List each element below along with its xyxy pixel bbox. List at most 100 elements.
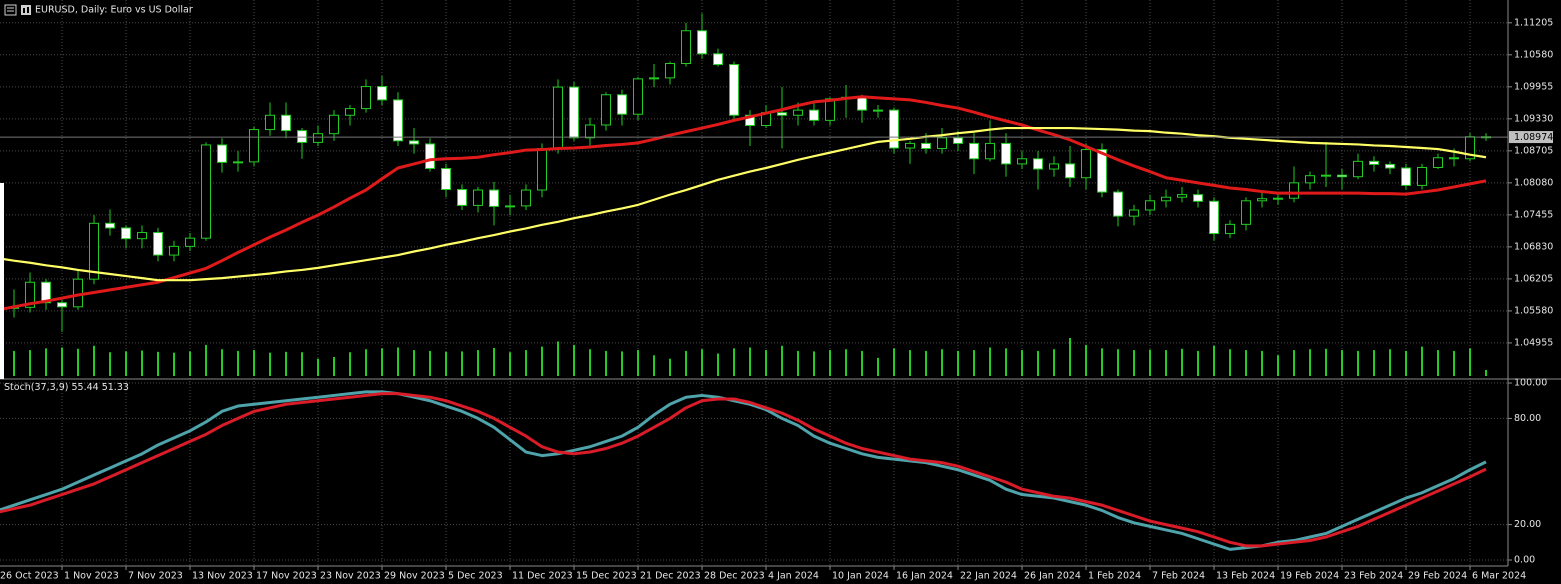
candle-body [713,53,723,66]
candle-body [41,281,51,304]
candle-body [601,94,611,126]
candle-body [585,124,595,139]
icon-bar [27,7,29,13]
x-tick-label: 17 Nov 2023 [256,571,317,582]
x-tick-label: 28 Dec 2023 [704,571,765,582]
current-price-box [1509,131,1553,144]
marks-layer [0,13,1508,551]
y-tick-label: 1.10580 [1514,49,1553,60]
indicator-main-value: 55.44 [71,382,98,393]
candle-body [1145,200,1155,211]
candle-body [121,227,131,240]
candle-body [1129,209,1139,217]
candle-body [617,94,627,115]
candle-body [393,99,403,142]
candle-body [409,140,419,145]
candle-body [649,77,659,80]
candle-body [1273,197,1283,200]
indicator-title: Stoch(37,3,9) [4,382,68,393]
candle-body [521,189,531,207]
candle-body [425,143,435,170]
candle-body [1257,198,1267,202]
x-tick-label: 7 Nov 2023 [128,571,183,582]
x-tick-label: 1 Nov 2023 [64,571,119,582]
candle-body [1369,160,1379,165]
candle-body [1289,182,1299,199]
x-tick-label: 13 Feb 2024 [1216,571,1275,582]
y-tick-label: 0.00 [1514,554,1535,565]
candle-body [1177,194,1187,198]
candle-body [777,112,787,116]
candle-body [201,144,211,239]
candle-body [105,222,115,229]
y-tick-label: 1.04955 [1514,337,1553,348]
x-tick-label: 4 Jan 2024 [768,571,819,582]
moving-average [0,126,1487,282]
y-tick-label: 100.00 [1514,378,1547,389]
candle-body [1241,200,1251,225]
candle-body [441,168,451,191]
candle-body [73,278,83,308]
candle-body [665,63,675,79]
x-tick-label: 19 Feb 2024 [1280,571,1339,582]
candle-body [905,142,915,149]
candle-body [489,189,499,207]
candle-body [1449,157,1459,160]
candle-body [1161,196,1171,202]
candle-body [1081,149,1091,179]
x-tick-label: 22 Jan 2024 [960,571,1017,582]
candle-body [1337,174,1347,178]
candle-body [793,109,803,116]
candle-body [729,64,739,116]
candle-body [1321,174,1331,177]
candle-body [1353,160,1363,178]
y-tick-label: 1.08080 [1514,177,1553,188]
candle-body [89,222,99,280]
candle-body [505,205,515,208]
y-tick-label: 1.09955 [1514,81,1553,92]
candle-body [825,98,835,121]
x-tick-label: 21 Dec 2023 [640,571,701,582]
candle-body [873,109,883,112]
candle-body [1033,158,1043,170]
x-tick-label: 23 Nov 2023 [320,571,381,582]
x-tick-label: 26 Oct 2023 [0,571,59,582]
x-tick-label: 7 Feb 2024 [1152,571,1205,582]
indicator-label: Stoch(37,3,9) 55.44 51.33 [4,382,129,393]
x-tick-label: 13 Nov 2023 [192,571,253,582]
candle-body [1017,158,1027,165]
y-tick-label: 1.09330 [1514,113,1553,124]
candle-body [1001,142,1011,165]
candle-body [553,86,563,150]
candle-body [217,144,227,163]
y-tick-label: 1.06205 [1514,273,1553,284]
current-price-label: 1.08974 [1514,132,1553,143]
candle-body [1401,167,1411,186]
candle-body [185,237,195,247]
x-tick-label: 11 Dec 2023 [512,571,573,582]
candle-body [937,137,947,150]
candle-body [457,189,467,206]
candle-body [921,142,931,150]
y-tick-label: 1.06830 [1514,241,1553,252]
x-tick-label: 6 Mar 2024 [1472,571,1526,582]
moving-average [0,95,1487,312]
price-axis-bg [1508,0,1561,584]
candle-body [1113,191,1123,217]
x-tick-label: 16 Jan 2024 [896,571,953,582]
candle-body [985,142,995,160]
candle-body [1193,194,1203,202]
y-tick-label: 1.05580 [1514,305,1553,316]
candle-body [1385,163,1395,169]
candle-body [633,78,643,115]
candle-body [265,114,275,131]
candle-body [969,142,979,160]
candle-body [857,96,867,111]
indicator-signal-value: 51.33 [102,382,129,393]
candle-body [1433,157,1443,168]
indicator-line [0,392,1487,548]
candle-body [361,86,371,110]
candle-body [233,161,243,164]
icon-chart [21,5,31,15]
